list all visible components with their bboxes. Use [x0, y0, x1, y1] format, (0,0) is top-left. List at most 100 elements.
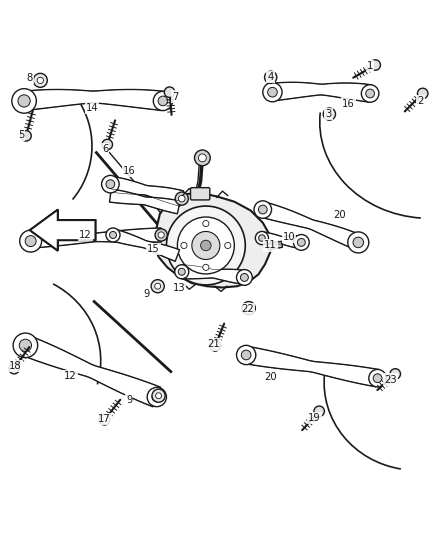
Circle shape	[370, 60, 381, 70]
Text: 8: 8	[27, 73, 33, 83]
Circle shape	[33, 74, 47, 87]
Circle shape	[373, 374, 382, 383]
Circle shape	[155, 283, 161, 289]
Text: FWD: FWD	[62, 225, 91, 235]
Circle shape	[369, 369, 386, 387]
Circle shape	[203, 221, 209, 227]
Polygon shape	[245, 346, 379, 387]
Circle shape	[37, 77, 43, 84]
Text: 3: 3	[325, 109, 332, 119]
Circle shape	[21, 131, 31, 141]
Circle shape	[155, 393, 162, 399]
Text: 14: 14	[86, 103, 98, 113]
Polygon shape	[110, 189, 180, 214]
Circle shape	[25, 236, 36, 247]
Circle shape	[293, 235, 309, 251]
Circle shape	[151, 280, 164, 293]
Text: 2: 2	[417, 96, 424, 106]
Circle shape	[323, 108, 336, 120]
Circle shape	[110, 231, 117, 238]
Text: 17: 17	[98, 414, 111, 424]
Polygon shape	[30, 209, 95, 251]
Text: 21: 21	[207, 340, 220, 350]
Circle shape	[181, 243, 187, 248]
Circle shape	[242, 302, 255, 314]
Text: 23: 23	[385, 375, 397, 384]
Text: 9: 9	[126, 395, 132, 405]
Polygon shape	[272, 82, 371, 102]
Text: 1: 1	[367, 61, 373, 71]
Polygon shape	[154, 193, 271, 287]
Polygon shape	[268, 241, 283, 250]
Circle shape	[106, 228, 120, 242]
Circle shape	[254, 201, 272, 219]
Circle shape	[314, 406, 325, 417]
Polygon shape	[261, 202, 361, 249]
Polygon shape	[30, 209, 95, 251]
Circle shape	[102, 139, 113, 150]
Text: 10: 10	[283, 232, 295, 242]
Circle shape	[12, 88, 36, 113]
Circle shape	[327, 111, 332, 117]
Circle shape	[192, 231, 220, 260]
Text: 12: 12	[79, 230, 92, 240]
Circle shape	[258, 235, 265, 241]
Text: 16: 16	[123, 166, 136, 176]
Polygon shape	[21, 336, 161, 407]
Polygon shape	[109, 176, 184, 206]
Circle shape	[246, 305, 252, 311]
Circle shape	[237, 345, 256, 365]
Polygon shape	[111, 229, 180, 261]
Circle shape	[225, 243, 231, 248]
FancyBboxPatch shape	[191, 188, 210, 200]
Circle shape	[198, 154, 206, 162]
Circle shape	[201, 240, 211, 251]
Circle shape	[158, 232, 164, 238]
Text: 18: 18	[9, 361, 21, 372]
Circle shape	[390, 369, 400, 379]
Circle shape	[240, 273, 248, 281]
Text: 9: 9	[144, 289, 150, 298]
Circle shape	[237, 270, 252, 285]
Circle shape	[178, 268, 185, 275]
Text: 5: 5	[18, 130, 24, 140]
Circle shape	[258, 205, 267, 214]
Circle shape	[13, 333, 38, 358]
Circle shape	[102, 175, 119, 193]
Text: 6: 6	[102, 144, 108, 154]
Text: 4: 4	[268, 72, 274, 82]
Circle shape	[152, 389, 165, 402]
Circle shape	[164, 87, 175, 98]
Circle shape	[158, 96, 168, 106]
Text: 22: 22	[241, 304, 254, 314]
Circle shape	[19, 339, 32, 351]
Text: 16: 16	[342, 99, 355, 109]
Circle shape	[147, 387, 166, 407]
Circle shape	[417, 88, 428, 99]
Text: 7: 7	[172, 92, 178, 102]
Circle shape	[9, 364, 19, 374]
Circle shape	[166, 206, 245, 285]
Polygon shape	[30, 209, 95, 251]
Circle shape	[361, 85, 379, 102]
Circle shape	[255, 231, 268, 245]
Text: 11: 11	[264, 240, 277, 251]
Circle shape	[175, 192, 188, 205]
Circle shape	[175, 265, 189, 279]
Circle shape	[203, 264, 209, 270]
Circle shape	[99, 415, 110, 425]
Text: 15: 15	[147, 244, 160, 254]
Text: 20: 20	[265, 372, 277, 382]
Circle shape	[152, 392, 162, 402]
Polygon shape	[181, 265, 245, 285]
Circle shape	[241, 350, 251, 360]
Circle shape	[268, 87, 277, 97]
Polygon shape	[30, 228, 161, 248]
Circle shape	[20, 230, 42, 252]
Text: 19: 19	[308, 413, 321, 423]
Circle shape	[263, 83, 282, 102]
Circle shape	[210, 341, 220, 351]
Circle shape	[268, 75, 273, 80]
Circle shape	[106, 180, 115, 189]
Text: 20: 20	[333, 210, 346, 220]
